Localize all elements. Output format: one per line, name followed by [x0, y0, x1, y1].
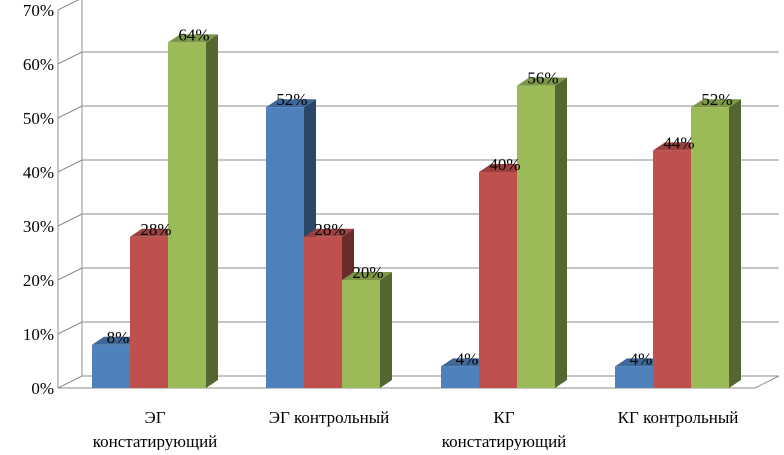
category-label: ЭГ контрольный	[269, 408, 390, 427]
data-label: 4%	[630, 349, 653, 368]
bar-front	[517, 85, 555, 388]
bar-front	[441, 366, 479, 388]
y-tick-label: 50%	[23, 109, 54, 128]
bar-top	[517, 77, 567, 86]
bar-top	[342, 272, 392, 280]
data-label: 52%	[276, 90, 307, 109]
y-tick-label: 40%	[23, 163, 54, 182]
data-label: 52%	[701, 90, 732, 109]
bar-top	[691, 99, 741, 108]
bar-front	[266, 107, 304, 388]
side-wall-line	[57, 0, 80, 11]
bar-top	[479, 164, 529, 172]
bar-side	[729, 99, 741, 388]
bar-front	[304, 236, 342, 388]
side-wall-line	[57, 105, 83, 119]
y-tick-label: 30%	[23, 217, 54, 236]
bars	[92, 34, 741, 389]
category-label: КГ контрольный	[618, 408, 739, 427]
bar-front	[342, 280, 380, 388]
bar-top	[92, 336, 142, 345]
y-tick-labels: 0% 10% 20% 30% 40% 50% 60% 70%	[23, 1, 54, 398]
bar-front	[479, 172, 517, 388]
data-label: 40%	[489, 155, 520, 174]
bar-top	[266, 99, 316, 108]
side-wall-line	[57, 51, 83, 65]
bar-front	[653, 150, 691, 388]
data-labels: 8% 28% 64% 52% 28% 20% 4% 40% 56% 4% 44% 52%	[107, 25, 733, 368]
y-tick-label: 70%	[23, 1, 54, 20]
side-wall-line	[57, 321, 83, 335]
data-label: 44%	[663, 133, 694, 152]
data-label: 64%	[178, 25, 209, 44]
data-label: 56%	[527, 69, 558, 88]
side-wall-line	[57, 159, 83, 173]
bar	[266, 99, 316, 388]
category-label: ЭГ	[144, 408, 165, 427]
data-label: 28%	[314, 220, 345, 239]
bar-front	[92, 344, 130, 388]
data-label: 4%	[456, 349, 479, 368]
bar	[342, 272, 392, 388]
bar-top	[615, 358, 665, 367]
category-label: констатирующий	[442, 432, 567, 450]
side-wall-line	[57, 267, 83, 281]
bar	[517, 77, 567, 388]
category-label: констатирующий	[93, 432, 218, 450]
side-wall-line	[57, 375, 83, 389]
data-label: 20%	[352, 263, 383, 282]
bar	[691, 99, 741, 388]
y-tick-label: 20%	[23, 271, 54, 290]
y-tick-label: 0%	[31, 379, 54, 398]
y-tick-label: 60%	[23, 55, 54, 74]
bar-side	[206, 34, 218, 389]
data-label: 8%	[107, 328, 130, 347]
bar-front	[615, 366, 653, 388]
bar-top	[304, 228, 354, 237]
category-labels: ЭГ констатирующий ЭГ контрольный КГ констати…	[93, 408, 739, 451]
bar-side	[380, 272, 392, 388]
bar-front	[130, 236, 168, 388]
bar-top	[653, 142, 703, 151]
bar-top	[130, 228, 180, 237]
bar-top	[441, 358, 491, 367]
category-label: КГ	[493, 408, 514, 427]
bar-front	[691, 107, 729, 388]
bar	[168, 34, 218, 389]
bar-side	[555, 77, 567, 388]
data-label: 28%	[140, 220, 171, 239]
bar-top	[168, 34, 218, 43]
axis-line	[754, 375, 780, 389]
bar-front	[168, 42, 206, 389]
y-tick-label: 10%	[23, 325, 54, 344]
side-wall-line	[57, 213, 83, 227]
